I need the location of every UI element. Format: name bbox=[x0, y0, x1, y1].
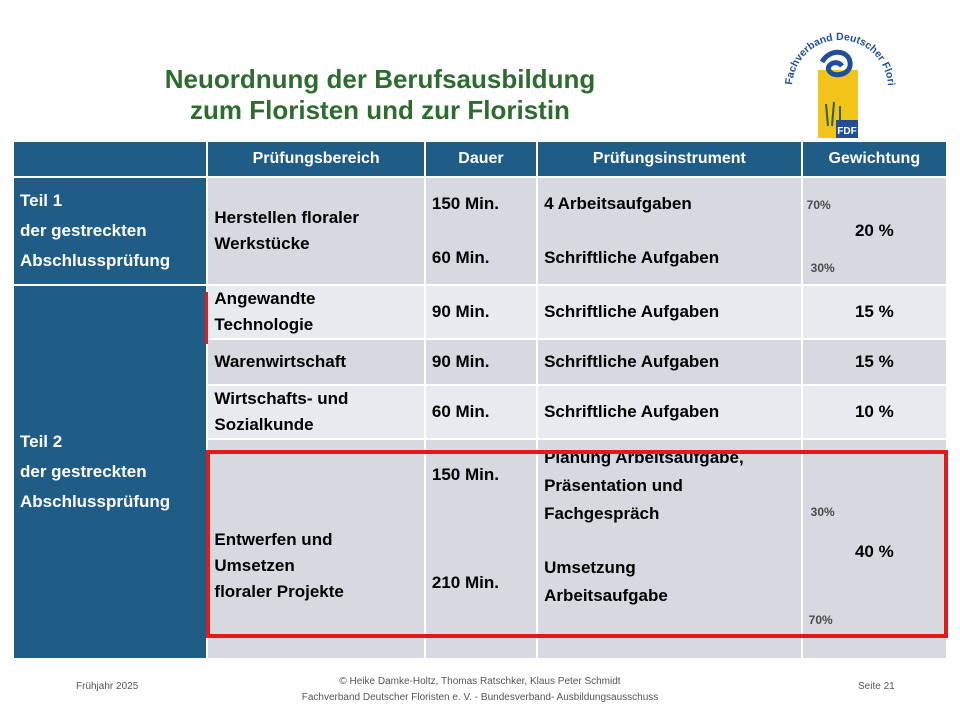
bereich-cell: Angewandte Technologie bbox=[208, 286, 424, 338]
table-row: Wirtschafts- und Sozialkunde 60 Min. Sch… bbox=[14, 386, 946, 438]
instrument-cell: Schriftliche Aufgaben bbox=[538, 286, 801, 338]
instrument-cell: Schriftliche Aufgaben bbox=[538, 386, 801, 438]
bereich-cell: Warenwirtschaft bbox=[208, 340, 424, 384]
weight-value: 20 % bbox=[854, 221, 894, 240]
header-gewichtung: Gewichtung bbox=[802, 142, 946, 176]
weight-value: 15 % bbox=[802, 286, 946, 338]
bereich-cell: Herstellen floraler Werkstücke bbox=[208, 178, 424, 284]
instrument-cell: Schriftliche Aufgaben bbox=[538, 340, 801, 384]
footer-date: Frühjahr 2025 bbox=[76, 681, 139, 692]
dauer-cell: 90 Min. bbox=[425, 286, 537, 338]
title-line-2: zum Floristen und zur Floristin bbox=[190, 95, 570, 125]
dauer-cell: 60 Min. bbox=[425, 386, 537, 438]
footer-credits: © Heike Damke-Holtz, Thomas Ratschker, K… bbox=[301, 676, 659, 703]
header-dauer: Dauer bbox=[425, 142, 537, 176]
weight-value: 10 % bbox=[802, 386, 946, 438]
weight-value: 15 % bbox=[802, 340, 946, 384]
table-row: Entwerfen und Umsetzen floraler Projekte… bbox=[14, 440, 946, 658]
table-row: Warenwirtschaft 90 Min. Schriftliche Auf… bbox=[14, 340, 946, 384]
bereich-cell: Entwerfen und Umsetzen floraler Projekte bbox=[208, 440, 424, 658]
slide-title: Neuordnung der Berufsausbildung zum Flor… bbox=[120, 64, 640, 126]
highlight-marker bbox=[205, 292, 208, 344]
table-row: Teil 1 der gestreckten Abschlussprüfung … bbox=[14, 178, 946, 284]
fdf-logo: Fachverband Deutscher Floristen e.V. FDF bbox=[778, 22, 897, 138]
bereich-cell: Wirtschafts- und Sozialkunde bbox=[208, 386, 424, 438]
gewichtung-cell: 70% 20 % 30% bbox=[802, 178, 946, 284]
svg-text:FDF: FDF bbox=[837, 126, 856, 137]
weight-value: 40 % bbox=[854, 542, 894, 561]
teil1-label: Teil 1 der gestreckten Abschlussprüfung bbox=[14, 178, 207, 284]
exam-structure-table: Prüfungsbereich Dauer Prüfungsinstrument… bbox=[12, 140, 948, 660]
table-header-row: Prüfungsbereich Dauer Prüfungsinstrument… bbox=[14, 142, 946, 176]
dauer-cell: 90 Min. bbox=[425, 340, 537, 384]
table-row: Teil 2 der gestreckten Abschlussprüfung … bbox=[14, 286, 946, 658]
sub-weight: 70% bbox=[808, 613, 833, 627]
instrument-cell: Planung Arbeitsaufgabe, Präsentation und… bbox=[538, 440, 801, 658]
header-pruefungsinstrument: Prüfungsinstrument bbox=[538, 142, 801, 176]
dauer-cell: 150 Min. 60 Min. bbox=[425, 178, 537, 284]
teil2-label: Teil 2 der gestreckten Abschlussprüfung bbox=[14, 286, 207, 658]
gewichtung-cell: 30% 40 % 70% bbox=[802, 440, 946, 658]
sub-weight: 70% bbox=[806, 198, 831, 212]
header-pruefungsbereich: Prüfungsbereich bbox=[208, 142, 424, 176]
sub-weight: 30% bbox=[810, 261, 835, 275]
sub-weight: 30% bbox=[810, 505, 835, 519]
footer-page-number: Seite 21 bbox=[858, 681, 895, 692]
instrument-cell: 4 Arbeitsaufgaben Schriftliche Aufgaben bbox=[538, 178, 801, 284]
dauer-cell: 150 Min. 210 Min. bbox=[425, 440, 537, 658]
title-line-1: Neuordnung der Berufsausbildung bbox=[164, 64, 596, 94]
header-blank bbox=[14, 142, 207, 176]
